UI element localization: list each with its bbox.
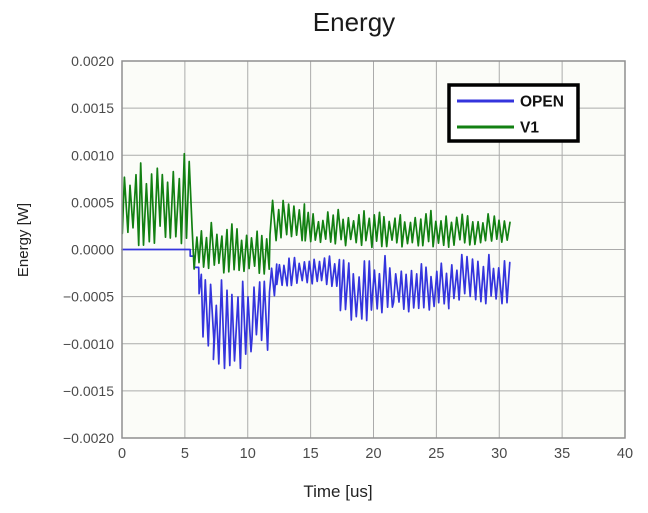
y-tick-label: 0.0020 [71,53,114,69]
y-tick-label: −0.0015 [63,383,114,399]
y-tick-label: 0.0005 [71,194,114,210]
series-line-open [121,248,511,370]
x-tick-labels: 0 5 10 15 20 25 30 35 40 [118,446,633,462]
data-series [121,152,511,370]
y-tick-label: −0.0005 [63,289,114,305]
x-axis-label: Time [us] [303,482,372,501]
x-tick-label: 20 [365,446,381,462]
x-tick-label: 0 [118,446,126,462]
series-line-v1 [121,152,511,275]
y-tick-label: 0.0000 [71,242,114,258]
x-tick-label: 10 [240,446,256,462]
chart-title: Energy [313,7,395,37]
x-tick-label: 40 [617,446,633,462]
legend-box [447,83,580,143]
x-tick-label: 35 [554,446,570,462]
legend-label-open: OPEN [520,94,564,111]
legend-label-v1: V1 [520,120,539,137]
legend: OPEN V1 [447,83,580,143]
y-tick-labels: 0.0020 0.0015 0.0010 0.0005 0.0000 −0.0005 −0.… [63,53,114,446]
x-tick-label: 15 [303,446,319,462]
y-tick-label: 0.0015 [71,100,114,116]
y-axis-label: Energy [W] [15,203,32,277]
y-tick-label: −0.0020 [63,430,114,446]
plot-border [121,60,626,439]
x-tick-label: 30 [491,446,507,462]
x-tick-label: 5 [181,446,189,462]
y-tick-label: −0.0010 [63,336,114,352]
x-tick-label: 25 [428,446,444,462]
y-tick-label: 0.0010 [71,147,114,163]
